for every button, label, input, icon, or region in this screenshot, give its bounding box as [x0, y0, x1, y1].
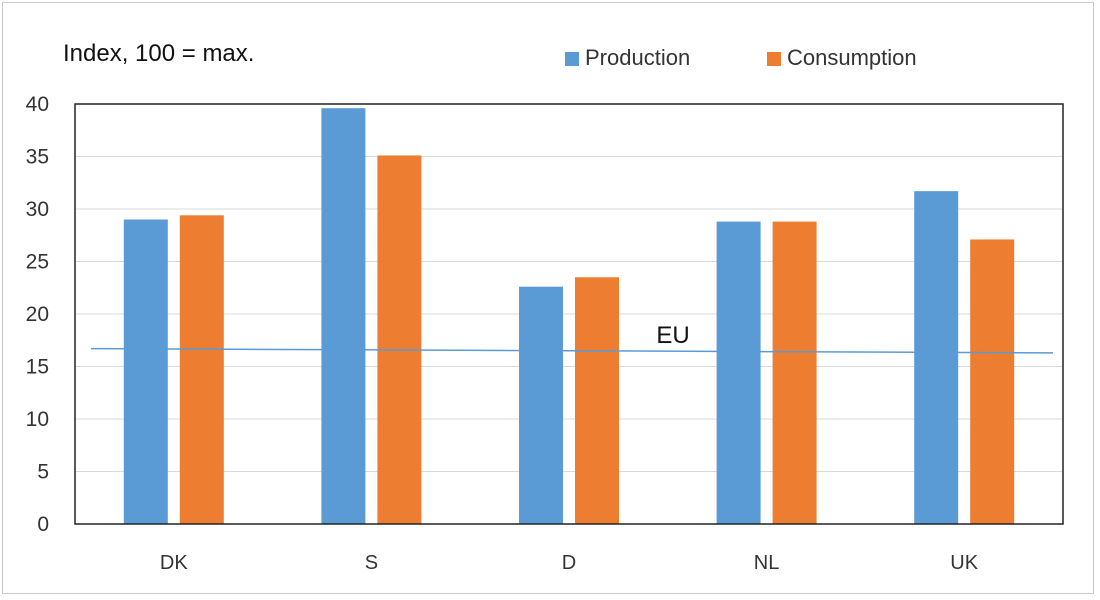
chart-frame: Index, 100 = max. Production Consumption… — [2, 2, 1094, 594]
y-tick-label: 5 — [37, 461, 49, 484]
bar-consumption-nl — [772, 221, 817, 524]
y-tick-label: 20 — [26, 303, 49, 326]
y-tick-label: 0 — [37, 513, 49, 536]
bar-consumption-dk — [179, 215, 224, 525]
bar-consumption-s — [377, 155, 422, 524]
bar-consumption-d — [575, 277, 619, 524]
legend-swatch-production — [565, 52, 579, 66]
x-category-label: DK — [160, 552, 188, 574]
bars — [123, 108, 1015, 525]
legend-swatch-consumption — [767, 52, 781, 66]
y-tick-label: 30 — [26, 198, 49, 221]
x-category-label: NL — [754, 552, 780, 574]
x-category-label: D — [562, 552, 576, 574]
x-category-label: S — [365, 552, 378, 574]
y-tick-label: 25 — [26, 251, 49, 274]
y-axis-ticks: 0 5 10 15 20 25 30 35 40 — [26, 93, 49, 536]
bar-consumption-uk — [970, 239, 1015, 524]
legend-label-production: Production — [585, 45, 690, 70]
bar-production-uk — [914, 191, 959, 524]
bar-chart: Index, 100 = max. Production Consumption… — [26, 40, 1064, 574]
bar-production-d — [519, 286, 563, 524]
chart-title: Index, 100 = max. — [63, 40, 254, 67]
x-axis-categories: DK S D NL UK — [160, 552, 979, 574]
y-tick-label: 40 — [26, 93, 49, 116]
y-tick-label: 35 — [26, 146, 49, 169]
eu-line-label: EU — [656, 322, 689, 349]
bar-production-nl — [716, 221, 761, 524]
x-category-label: UK — [950, 552, 978, 574]
bar-production-s — [321, 108, 366, 524]
y-tick-label: 10 — [26, 408, 49, 431]
legend-label-consumption: Consumption — [787, 45, 917, 70]
eu-reference-line — [90, 347, 1054, 354]
y-tick-label: 15 — [26, 356, 49, 379]
plot-area-border — [74, 103, 1064, 525]
bar-production-dk — [123, 219, 168, 524]
